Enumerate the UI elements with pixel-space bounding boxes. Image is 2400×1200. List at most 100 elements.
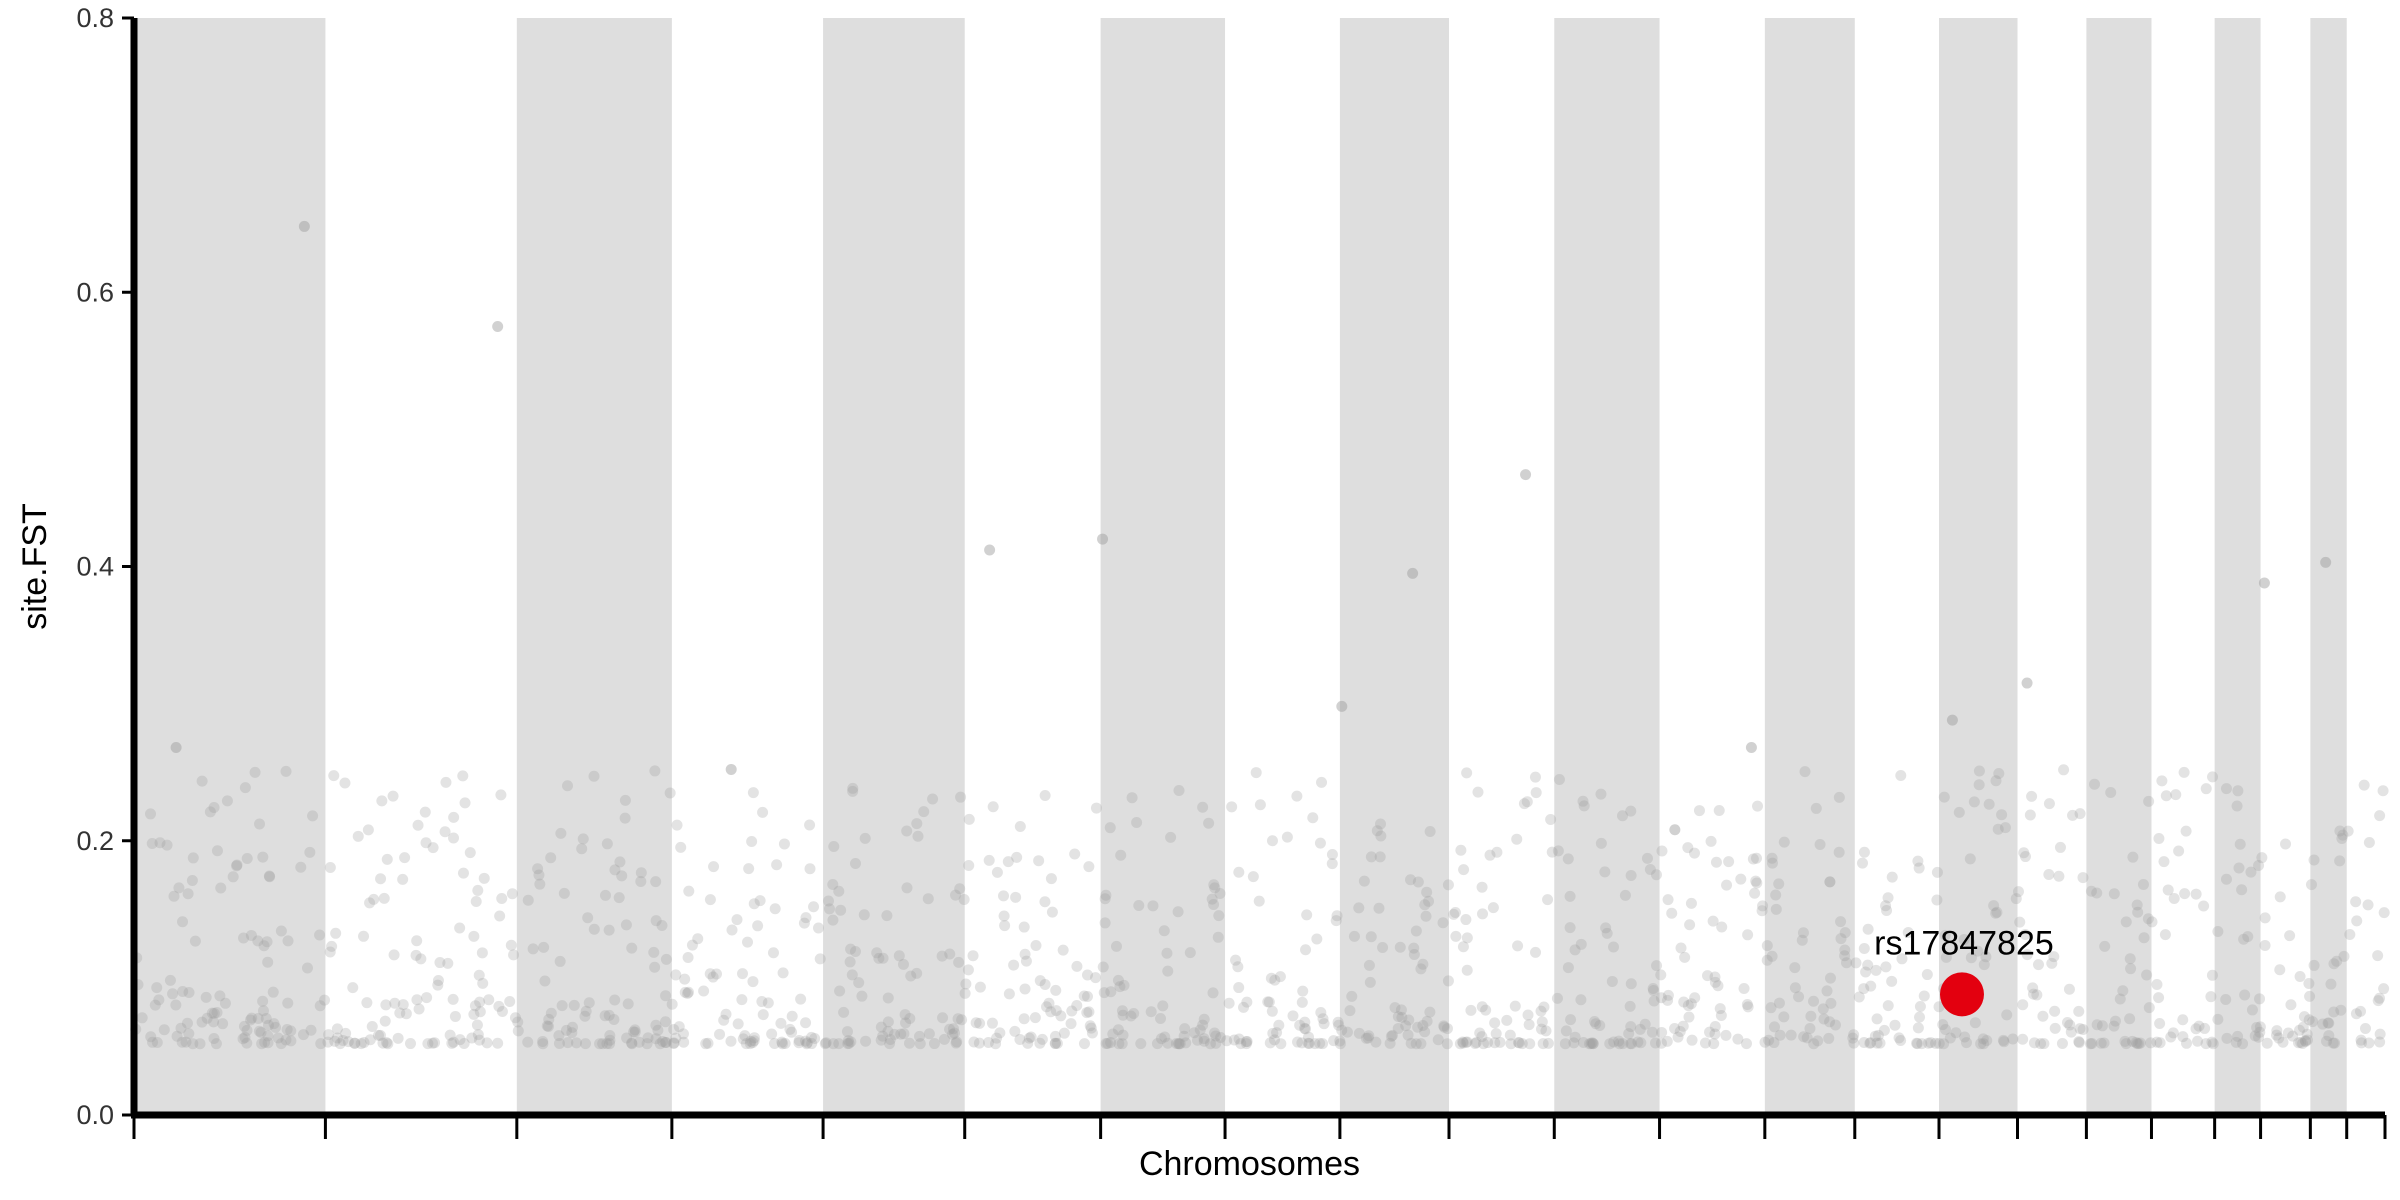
data-point-bg-1156	[2141, 969, 2153, 981]
data-point-bg-1035	[1864, 1037, 1876, 1049]
data-point-bg-850	[1577, 1036, 1589, 1048]
data-point-bg-1264	[2335, 1004, 2347, 1016]
data-point-bg-243	[657, 1035, 669, 1047]
data-point-bg-615	[1198, 1013, 1210, 1025]
data-point-bg-596	[1159, 1031, 1171, 1043]
data-point-bg-10	[149, 999, 161, 1011]
data-point-bg-1191	[2167, 1027, 2179, 1039]
data-point-bg-969	[1766, 857, 1778, 869]
data-point-bg-177	[399, 852, 411, 864]
data-point-bg-235	[629, 1024, 641, 1036]
data-point-bg-1241	[2303, 978, 2315, 990]
data-point-bg-1158	[2085, 885, 2097, 897]
data-point-bg-179	[348, 1037, 360, 1049]
data-point-bg-878	[1709, 1021, 1721, 1033]
data-point-bg-421	[947, 1023, 959, 1035]
chromosome-band-17	[2086, 18, 2152, 1115]
data-point-bg-742	[1363, 959, 1375, 971]
data-point-bg-682	[1311, 933, 1323, 945]
data-point-bg-767	[1477, 908, 1489, 920]
data-point-bg-1232	[2303, 1014, 2315, 1026]
data-point-bg-104	[246, 1012, 258, 1024]
data-point-bg-337	[775, 1017, 787, 1029]
data-point-bg-1133	[2099, 940, 2111, 952]
data-point-bg-1104	[2063, 983, 2075, 995]
data-point-bg-189	[322, 1036, 334, 1048]
data-point-bg-978	[1839, 927, 1851, 939]
data-point-bg-429	[899, 1009, 911, 1021]
data-point-bg-727	[1395, 1004, 1407, 1016]
data-point-bg-701	[1420, 910, 1432, 922]
data-point-bg-884	[1712, 980, 1724, 992]
data-point-bg-762	[1540, 1025, 1552, 1037]
data-point-bg-1002	[1925, 1037, 1937, 1049]
data-point-bg-137	[368, 893, 380, 905]
data-point-bg-1212	[2254, 993, 2266, 1005]
data-point-bg-576	[1105, 1037, 1117, 1049]
data-point-bg-954	[1847, 1032, 1859, 1044]
data-point-bg-1161	[2206, 969, 2218, 981]
data-point-bg-860	[1560, 1025, 1572, 1037]
data-point-bg-691	[1301, 909, 1313, 921]
data-point-bg-768	[1457, 1037, 1469, 1049]
data-point-bg-1269	[2337, 829, 2349, 841]
data-point-bg-142	[381, 1037, 393, 1049]
data-point-bg-515	[1081, 969, 1093, 981]
data-point-bg-491	[1002, 856, 1014, 868]
data-point-bg-392	[668, 1037, 680, 1049]
data-point-bg-904	[1714, 1003, 1726, 1015]
data-point-bg-436	[820, 1037, 832, 1049]
data-point-bg-12	[181, 1017, 193, 1029]
data-point-13	[2021, 677, 2033, 689]
data-point-bg-62	[177, 985, 189, 997]
data-point-bg-1001	[1871, 1037, 1883, 1049]
data-point-bg-1165	[2200, 1038, 2212, 1050]
data-point-bg-1118	[2031, 989, 2043, 1001]
data-point-bg-474	[833, 1038, 845, 1050]
data-point-bg-330	[800, 912, 812, 924]
data-point-bg-867	[1587, 1038, 1599, 1050]
data-point-bg-1089	[2017, 1033, 2029, 1045]
data-point-bg-314	[704, 894, 716, 906]
data-point-bg-616	[1191, 1034, 1203, 1046]
data-point-bg-1038	[1871, 1013, 1883, 1025]
data-point-bg-303	[620, 919, 632, 931]
data-point-bg-618	[1099, 893, 1111, 905]
data-points	[130, 220, 2390, 1050]
data-point-bg-106	[136, 1012, 148, 1024]
data-point-bg-975	[1789, 962, 1801, 974]
data-point-bg-687	[1300, 944, 1312, 956]
data-point-bg-1175	[2154, 1037, 2166, 1049]
data-point-bg-221	[603, 924, 615, 936]
data-point-bg-1234	[2259, 912, 2271, 924]
data-point-bg-493	[1029, 1012, 1041, 1024]
data-point-bg-726	[1392, 1011, 1404, 1023]
data-point-bg-522	[1011, 851, 1023, 863]
data-point-bg-820	[1617, 1038, 1629, 1050]
data-point-bg-1120	[2038, 1038, 2050, 1050]
data-point-bg-211	[389, 997, 401, 1009]
data-point-bg-435	[904, 1012, 916, 1024]
data-point-bg-733	[1421, 886, 1433, 898]
data-point-bg-961	[1761, 954, 1773, 966]
data-point-bg-194	[323, 1029, 335, 1041]
data-point-bg-973	[1761, 940, 1773, 952]
data-point-bg-1004	[1870, 964, 1882, 976]
data-point-bg-693	[1410, 1038, 1422, 1050]
data-point-bg-943	[1793, 991, 1805, 1003]
data-point-bg-146	[472, 884, 484, 896]
data-point-bg-633	[1266, 1005, 1278, 1017]
data-point-bg-1019	[1886, 871, 1898, 883]
data-point-bg-571	[1098, 987, 1110, 999]
data-point-bg-609	[1151, 1038, 1163, 1050]
data-point-bg-424	[936, 950, 948, 962]
data-point-bg-82	[275, 925, 287, 937]
data-point-bg-503	[1071, 960, 1083, 972]
data-point-bg-1294	[2351, 915, 2363, 927]
data-point-bg-998	[1874, 1037, 1886, 1049]
data-point-bg-346	[798, 917, 810, 929]
data-point-bg-708	[1374, 851, 1386, 863]
data-point-bg-650	[1326, 858, 1338, 870]
data-point-bg-612	[1198, 1035, 1210, 1047]
data-point-bg-1062	[1938, 1038, 1950, 1050]
